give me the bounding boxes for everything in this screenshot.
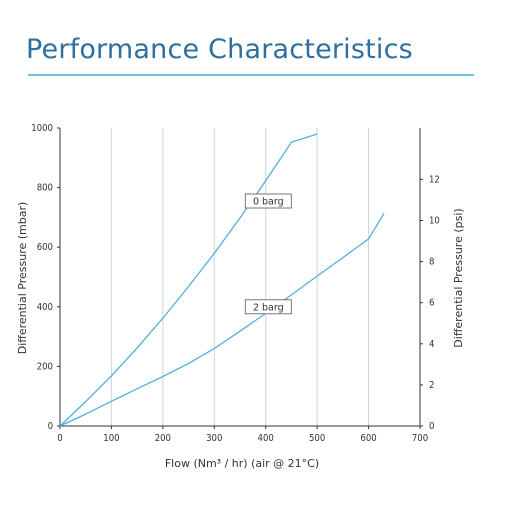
y-tick-label: 400 bbox=[37, 302, 53, 313]
y2-tick-label: 4 bbox=[429, 339, 434, 350]
y-tick-label: 1000 bbox=[31, 123, 53, 134]
x-tick-label: 0 bbox=[57, 433, 62, 444]
y-tick-labels: 0 200 400 600 800 1000 bbox=[31, 123, 53, 432]
title-divider bbox=[28, 74, 474, 76]
x-axis-label: Flow (Nm³ / hr) (air @ 21°C) bbox=[165, 457, 319, 470]
x-tick-label: 300 bbox=[206, 433, 222, 444]
y2-axis-label: Differential Pressure (psi) bbox=[452, 208, 465, 347]
y-tick-label: 0 bbox=[48, 421, 53, 432]
y-axis-label: Differential Pressure (mbar) bbox=[16, 202, 29, 355]
x-tick-label: 500 bbox=[309, 433, 325, 444]
callout-box bbox=[244, 193, 292, 209]
y2-tick-label: 12 bbox=[429, 174, 440, 185]
x-tick-label: 100 bbox=[103, 433, 119, 444]
y2-tick-label: 6 bbox=[429, 298, 434, 309]
y-tick-label: 200 bbox=[37, 361, 53, 372]
x-tick-label: 400 bbox=[258, 433, 274, 444]
x-tick-label: 700 bbox=[412, 433, 428, 444]
series-line-0-barg bbox=[59, 133, 318, 427]
grid-lines bbox=[110, 128, 370, 426]
x-tick-label: 600 bbox=[360, 433, 376, 444]
callout-label: 0 barg bbox=[253, 197, 284, 208]
y2-tick-label: 2 bbox=[429, 380, 434, 391]
y2-tick-label: 0 bbox=[429, 421, 434, 432]
axes bbox=[57, 127, 423, 429]
series-lines bbox=[59, 133, 385, 427]
callout-box bbox=[244, 299, 292, 315]
y-tick-label: 600 bbox=[37, 242, 53, 253]
y2-tick-label: 8 bbox=[429, 257, 434, 268]
x-tick-labels: 0 100 200 300 400 500 600 700 bbox=[57, 433, 428, 444]
series-line-2-barg bbox=[59, 213, 385, 427]
series-callouts: 0 barg 2 barg bbox=[244, 193, 292, 315]
callout-label: 2 barg bbox=[253, 302, 284, 313]
page-title: Performance Characteristics bbox=[26, 34, 413, 65]
y-tick-label: 800 bbox=[37, 183, 53, 194]
x-tick-label: 200 bbox=[155, 433, 171, 444]
y2-tick-labels: 0 2 4 6 8 10 12 bbox=[429, 174, 440, 432]
y2-tick-label: 10 bbox=[429, 215, 440, 226]
